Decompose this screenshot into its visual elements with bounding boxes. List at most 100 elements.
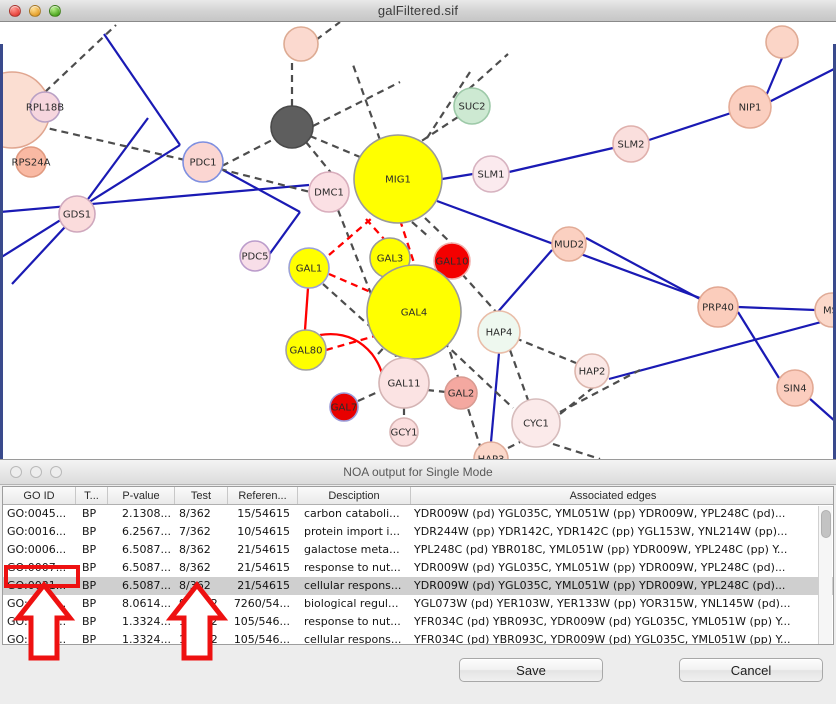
cell-reference: 105/546... <box>233 633 290 645</box>
node-circle[interactable] <box>285 329 327 371</box>
node-gal4[interactable]: GAL4 <box>366 264 462 360</box>
node-hap2[interactable]: HAP2 <box>574 353 610 389</box>
node-gal2[interactable]: GAL2 <box>444 376 478 410</box>
table-row[interactable]: GO:0007... BP 6.5087... 8/362 21/54615 respon… <box>3 559 833 577</box>
cell-reference: 21/54615 <box>237 561 290 574</box>
node-rpl18b[interactable]: RPL18B <box>26 91 64 123</box>
node-circle[interactable] <box>453 87 491 125</box>
table-row[interactable]: GO:0006... BP 6.5087... 8/362 21/54615 galact… <box>3 541 833 559</box>
minimize-button[interactable] <box>29 4 41 17</box>
node-circle[interactable] <box>444 376 478 410</box>
node-circle[interactable] <box>308 171 350 213</box>
cell-test: 11/362 <box>179 615 218 628</box>
node-pdc5[interactable]: PDC5 <box>239 240 271 272</box>
node-circle[interactable] <box>477 310 521 354</box>
node-suc2[interactable]: SUC2 <box>453 87 491 125</box>
node-circle[interactable] <box>814 292 836 328</box>
cell-go_id: GO:0016... <box>7 525 67 538</box>
table-row[interactable]: GO:0031... BP 1.3324... 11/362 105/546... cel… <box>3 631 833 645</box>
network-graph[interactable]: RPL18B RPS24A GDS1 PDC1 PDC5 SUC2 DMC1 MIG1 SLM1… <box>0 22 836 459</box>
node-gal11[interactable]: GAL11 <box>378 357 430 409</box>
network-nodes[interactable]: RPL18B RPS24A GDS1 PDC1 PDC5 SUC2 DMC1 MIG1 SLM1… <box>0 25 836 459</box>
node-circle[interactable] <box>389 417 419 447</box>
node-circle[interactable] <box>728 85 772 129</box>
minimize-button[interactable] <box>30 466 42 478</box>
node-circle[interactable] <box>473 441 509 459</box>
cell-type: BP <box>82 525 97 538</box>
node-gal10[interactable]: GAL10 <box>433 242 471 280</box>
node-top-pink[interactable] <box>283 26 319 62</box>
node-circle[interactable] <box>366 264 462 360</box>
table-header-description[interactable]: Desciption <box>298 487 411 504</box>
close-button[interactable] <box>10 466 22 478</box>
node-prp40[interactable]: PRP40 <box>697 286 739 328</box>
node-pdc1[interactable]: PDC1 <box>182 141 224 183</box>
node-nip1[interactable]: NIP1 <box>728 85 772 129</box>
node-circle[interactable] <box>472 155 510 193</box>
node-mig1[interactable]: MIG1 <box>353 134 443 224</box>
node-hap4[interactable]: HAP4 <box>477 310 521 354</box>
edge-highlight <box>328 217 373 256</box>
table-row[interactable]: GO:0016... BP 6.2567... 7/362 10/54615 protei… <box>3 523 833 541</box>
node-circle[interactable] <box>697 286 739 328</box>
cell-description: response to nut... <box>304 561 401 574</box>
table-row[interactable]: GO:0031... BP 6.5087... 8/362 21/54615 cellul… <box>3 577 833 595</box>
table-vertical-scrollbar[interactable] <box>818 506 832 644</box>
node-circle[interactable] <box>182 141 224 183</box>
table-header-type[interactable]: T... <box>76 487 108 504</box>
node-circle[interactable] <box>511 398 561 448</box>
node-circle[interactable] <box>378 357 430 409</box>
node-gal7[interactable]: GAL7 <box>329 392 359 422</box>
edge-pd <box>411 221 431 239</box>
node-cyc1[interactable]: CYC1 <box>511 398 561 448</box>
node-circle[interactable] <box>29 91 61 123</box>
node-rps24a[interactable]: RPS24A <box>12 146 51 178</box>
node-slm2[interactable]: SLM2 <box>612 125 650 163</box>
node-mud2[interactable]: MUD2 <box>551 226 587 262</box>
table-row[interactable]: GO:0045... BP 2.1308... 8/362 15/54615 carbon… <box>3 505 833 523</box>
node-circle[interactable] <box>239 240 271 272</box>
node-slm1[interactable]: SLM1 <box>472 155 510 193</box>
node-circle[interactable] <box>765 25 799 59</box>
zoom-button[interactable] <box>49 4 61 17</box>
table-header-edges[interactable]: Associated edges <box>569 489 657 502</box>
node-gal80[interactable]: GAL80 <box>285 329 327 371</box>
node-top-right-pink[interactable] <box>765 25 799 59</box>
node-gcy1[interactable]: GCY1 <box>389 417 419 447</box>
zoom-button[interactable] <box>50 466 62 478</box>
node-circle[interactable] <box>353 134 443 224</box>
node-circle[interactable] <box>329 392 359 422</box>
node-circle[interactable] <box>433 242 471 280</box>
table-header-row[interactable]: GO ID T... P-value Test Referen... Desciption… <box>3 487 833 505</box>
node-circle[interactable] <box>15 146 47 178</box>
node-circle[interactable] <box>270 105 314 149</box>
table-header-pvalue[interactable]: P-value <box>108 487 175 504</box>
table-row[interactable]: GO:0065... BP 8.0614... 94/362 7260/54... bio… <box>3 595 833 613</box>
node-gal1[interactable]: GAL1 <box>288 247 330 289</box>
node-msi[interactable]: MSI <box>814 292 836 328</box>
node-unlabeled-grey[interactable] <box>270 105 314 149</box>
node-circle[interactable] <box>776 369 814 407</box>
close-button[interactable] <box>9 4 21 17</box>
node-gds1[interactable]: GDS1 <box>58 195 96 233</box>
table-header-reference[interactable]: Referen... <box>228 487 298 504</box>
table-row[interactable]: GO:0031... BP 1.3324... 11/362 105/546... res… <box>3 613 833 631</box>
table-header-test[interactable]: Test <box>175 487 228 504</box>
node-circle[interactable] <box>551 226 587 262</box>
table-body[interactable]: GO:0045... BP 2.1308... 8/362 15/54615 carbon… <box>3 505 833 645</box>
cancel-button[interactable]: Cancel <box>679 658 823 682</box>
results-table[interactable]: GO ID T... P-value Test Referen... Desciption… <box>2 486 834 645</box>
node-circle[interactable] <box>58 195 96 233</box>
node-circle[interactable] <box>574 353 610 389</box>
node-dmc1[interactable]: DMC1 <box>308 171 350 213</box>
node-circle[interactable] <box>288 247 330 289</box>
node-sin4[interactable]: SIN4 <box>776 369 814 407</box>
table-header-go_id[interactable]: GO ID <box>3 487 76 504</box>
node-circle[interactable] <box>612 125 650 163</box>
scrollbar-thumb[interactable] <box>821 510 831 538</box>
network-canvas[interactable]: RPL18B RPS24A GDS1 PDC1 PDC5 SUC2 DMC1 MIG1 SLM1… <box>0 22 836 459</box>
node-hap3[interactable]: HAP3 <box>473 441 509 459</box>
save-button[interactable]: Save <box>459 658 603 682</box>
node-circle[interactable] <box>283 26 319 62</box>
node-label: SLM2 <box>618 140 645 151</box>
